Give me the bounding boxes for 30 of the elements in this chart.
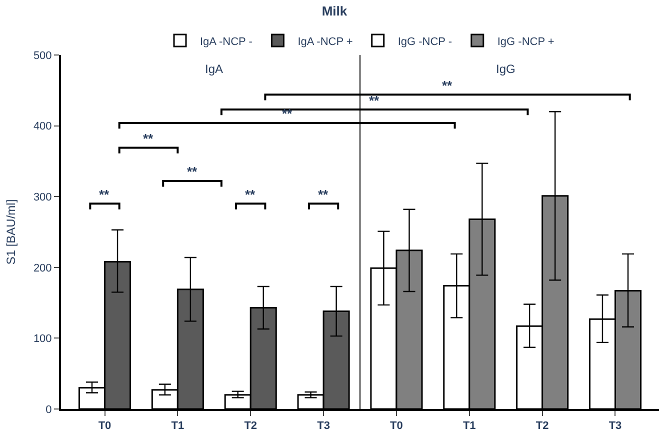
annotation: IgG [496, 62, 516, 76]
legend-label: IgA -NCP - [200, 36, 253, 48]
x-tick-label: T3 [608, 420, 622, 432]
annotation: ** [282, 106, 294, 121]
x-tick-label: T2 [244, 420, 258, 432]
y-tick-label: 400 [33, 120, 52, 133]
y-tick-label: 300 [33, 191, 52, 204]
annotation: ** [187, 164, 198, 179]
y-tick-label: 200 [33, 262, 52, 274]
annotation: ** [318, 187, 330, 202]
y-tick-label: 500 [33, 50, 52, 62]
y-axis-title: S1 [BAU/ml] [4, 199, 18, 265]
y-tick-label: 0 [46, 404, 52, 416]
x-tick-label: T3 [317, 420, 330, 432]
x-tick-label: T0 [98, 420, 112, 432]
annotation: ** [143, 131, 154, 146]
annotation: ** [442, 78, 454, 93]
x-tick-label: T2 [536, 420, 549, 432]
annotation: ** [99, 187, 110, 202]
annotation: IgA [205, 62, 224, 76]
y-tick-label: 100 [33, 333, 52, 346]
legend-label: IgG -NCP + [497, 36, 554, 48]
annotation: ** [245, 187, 256, 202]
legend-label: IgG -NCP - [398, 36, 452, 48]
x-tick-label: T1 [462, 420, 476, 432]
chart-title: Milk [322, 4, 348, 19]
legend-label: IgA -NCP + [298, 36, 353, 48]
x-tick-label: T1 [171, 420, 184, 432]
annotation: ** [369, 93, 380, 108]
x-tick-label: T0 [390, 420, 403, 432]
